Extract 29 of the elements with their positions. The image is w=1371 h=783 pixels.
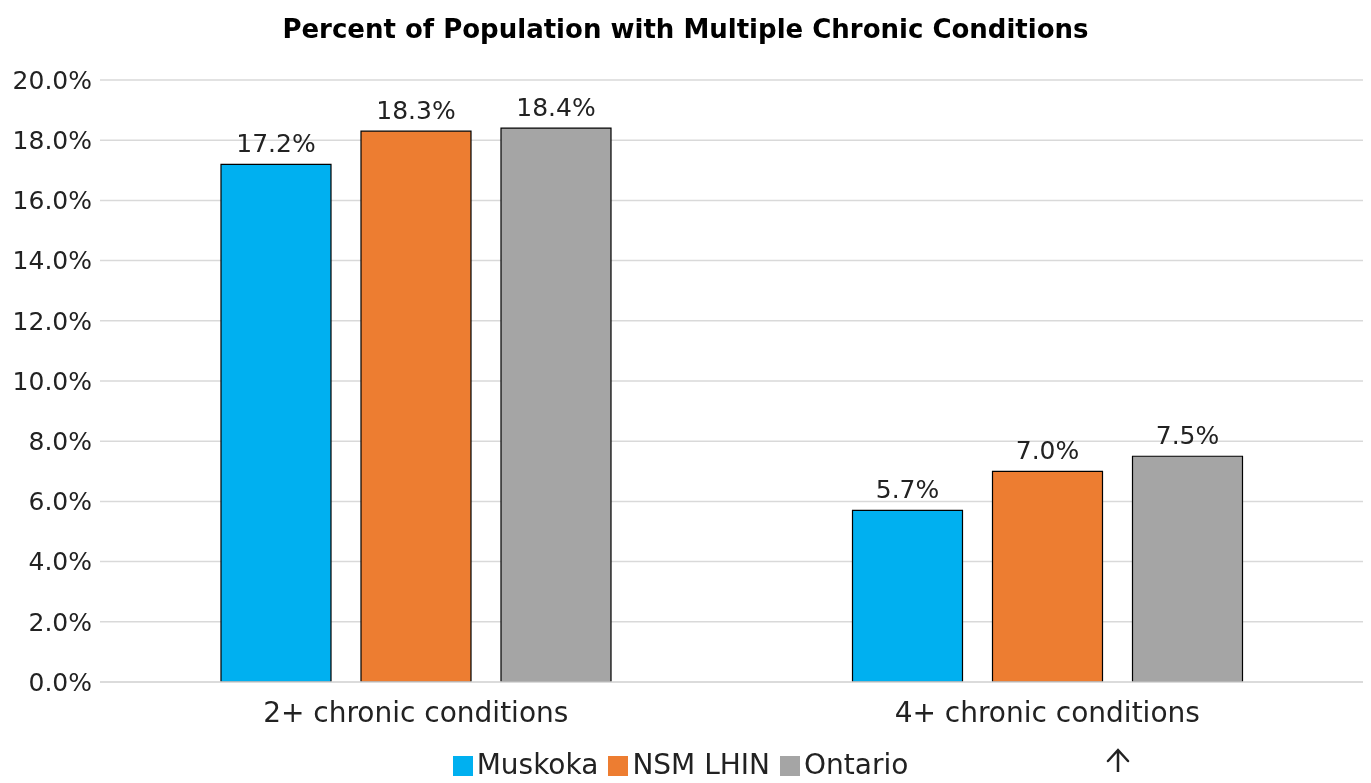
legend-label: Ontario	[804, 748, 909, 781]
bar	[500, 127, 612, 682]
x-tick-label: 4+ chronic conditions	[894, 695, 1200, 729]
chart-title: Percent of Population with Multiple Chronic Conditions	[281, 13, 1090, 46]
y-tick-label: 6.0%	[28, 487, 92, 517]
data-label: 18.3%	[376, 96, 456, 126]
y-tick-label: 20.0%	[12, 65, 92, 95]
data-label: 18.4%	[516, 93, 596, 123]
y-tick-label: 10.0%	[12, 366, 92, 396]
data-label: 7.5%	[1155, 421, 1220, 451]
y-tick-label: 14.0%	[12, 246, 92, 276]
y-tick-label: 2.0%	[28, 607, 92, 637]
bar	[1131, 455, 1244, 682]
bar	[360, 130, 472, 682]
legend-label: Muskoka	[476, 748, 599, 781]
data-label: 5.7%	[875, 475, 940, 505]
y-tick-label: 16.0%	[12, 186, 92, 216]
y-tick-label: 12.0%	[12, 306, 92, 336]
x-tick-label: 2+ chronic conditions	[263, 695, 569, 729]
y-tick-label: 18.0%	[12, 126, 92, 156]
y-tick-label: 8.0%	[28, 427, 92, 457]
bar	[220, 163, 332, 682]
data-label: 17.2%	[236, 129, 316, 159]
bar	[851, 509, 964, 682]
legend-label: NSM LHIN	[632, 748, 771, 781]
data-label: 7.0%	[1015, 436, 1080, 466]
y-tick-label: 0.0%	[28, 667, 92, 697]
y-tick-label: 4.0%	[28, 547, 92, 577]
bar	[991, 470, 1104, 682]
